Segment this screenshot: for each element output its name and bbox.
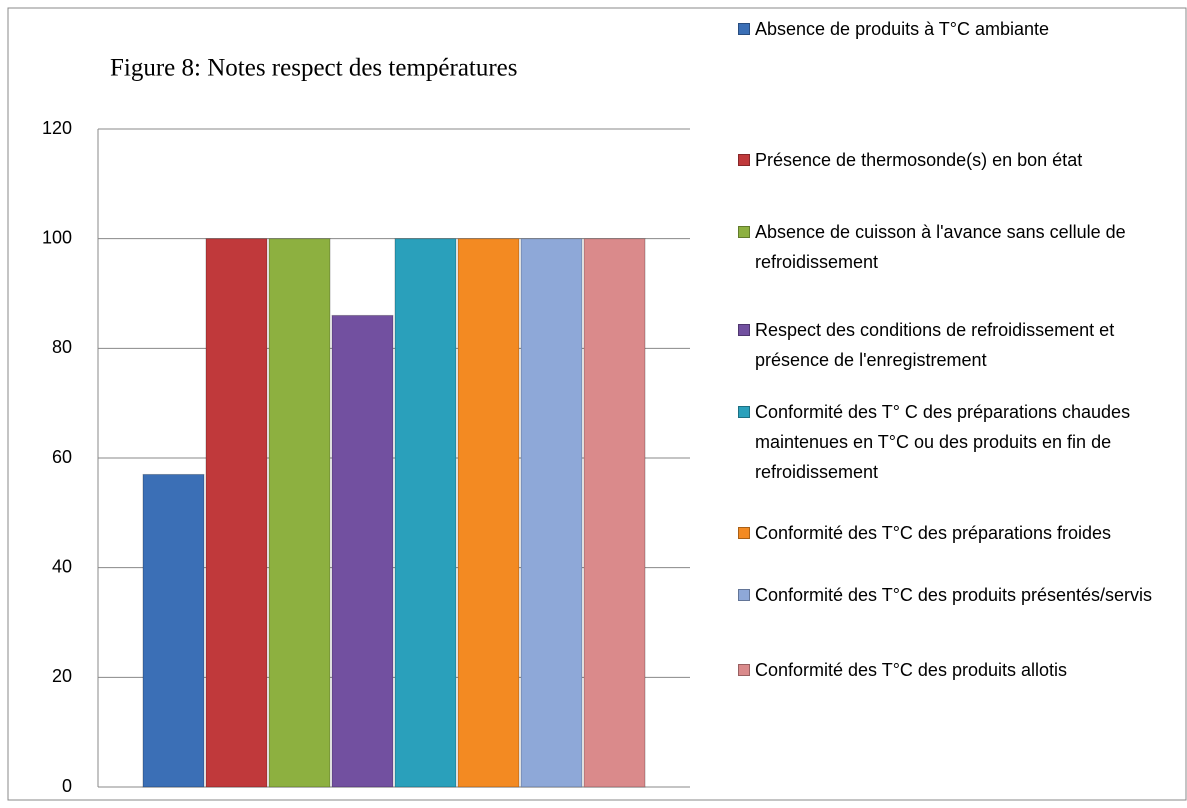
legend-swatch: [738, 664, 750, 676]
legend-entry: Conformité des T°C des préparations froi…: [738, 518, 1178, 548]
chart-border: [7, 7, 1187, 801]
legend-swatch: [738, 406, 750, 418]
legend-entry: Conformité des T°C des produits allotis: [738, 655, 1178, 685]
legend-entry: Conformité des T°C des produits présenté…: [738, 580, 1178, 610]
legend-swatch: [738, 226, 750, 238]
y-tick-label: 80: [52, 337, 72, 357]
bar: [520, 238, 583, 788]
y-tick-label: 0: [62, 776, 72, 796]
legend-swatch: [738, 527, 750, 539]
legend-entry: Conformité des T° C des préparations cha…: [738, 397, 1178, 487]
bar: [331, 314, 394, 788]
legend-label: Absence de cuisson à l'avance sans cellu…: [755, 222, 1126, 272]
y-tick-label: 120: [42, 118, 72, 138]
legend-label: Respect des conditions de refroidissemen…: [755, 320, 1115, 370]
bar: [583, 238, 646, 788]
legend-entry: Présence de thermosonde(s) en bon état: [738, 145, 1178, 175]
y-tick-label: 100: [42, 227, 72, 247]
legend-label: Absence de produits à T°C ambiante: [755, 19, 1050, 39]
legend-label: Présence de thermosonde(s) en bon état: [755, 150, 1083, 170]
y-tick-label: 40: [52, 556, 72, 576]
legend-swatch: [738, 589, 750, 601]
legend-entry: Absence de produits à T°C ambiante: [738, 14, 1178, 44]
bar: [205, 238, 268, 788]
bar: [268, 238, 331, 788]
bar: [394, 238, 457, 788]
legend-entry: Absence de cuisson à l'avance sans cellu…: [738, 217, 1178, 277]
y-tick-label: 20: [52, 666, 72, 686]
legend-swatch: [738, 324, 750, 336]
legend-label: Conformité des T° C des préparations cha…: [755, 402, 1131, 482]
legend-entry: Respect des conditions de refroidissemen…: [738, 315, 1178, 375]
y-tick-label: 60: [52, 447, 72, 467]
bar: [457, 238, 520, 788]
chart-title: Figure 8: Notes respect des températures: [110, 55, 518, 82]
legend-label: Conformité des T°C des préparations froi…: [755, 523, 1112, 543]
legend-label: Conformité des T°C des produits présenté…: [755, 585, 1153, 605]
legend-label: Conformité des T°C des produits allotis: [755, 660, 1068, 680]
bar: [142, 473, 205, 788]
legend-swatch: [738, 154, 750, 166]
legend-swatch: [738, 23, 750, 35]
